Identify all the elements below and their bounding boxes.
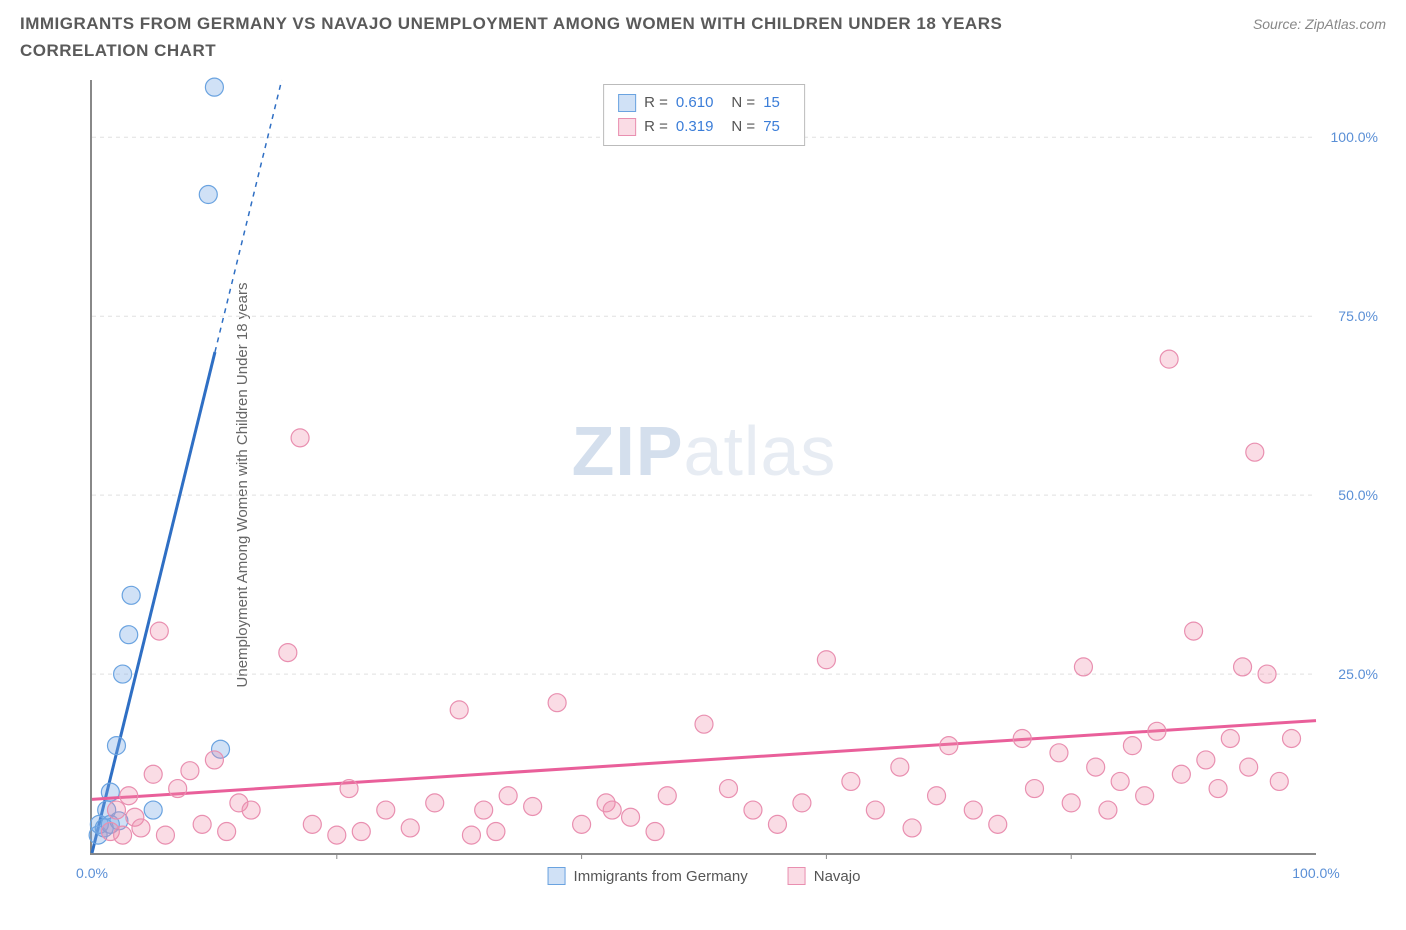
legend-item-navajo: Navajo (788, 867, 861, 885)
stats-row-navajo: R = 0.319 N = 75 (618, 115, 790, 139)
y-tick-label: 25.0% (1338, 666, 1378, 682)
swatch-navajo (618, 118, 636, 136)
legend-item-germany: Immigrants from Germany (548, 867, 748, 885)
plot-area: ZIPatlas R = 0.610 N = 15 R = 0.319 N = … (90, 80, 1316, 855)
series-legend: Immigrants from Germany Navajo (548, 867, 861, 885)
y-tick-label: 75.0% (1338, 308, 1378, 324)
stats-row-germany: R = 0.610 N = 15 (618, 91, 790, 115)
chart-svg (92, 80, 1316, 853)
y-tick-label: 100.0% (1331, 129, 1378, 145)
swatch-germany (618, 94, 636, 112)
y-tick-label: 50.0% (1338, 487, 1378, 503)
swatch-germany-icon (548, 867, 566, 885)
x-tick-label: 100.0% (1292, 865, 1339, 881)
chart-title: IMMIGRANTS FROM GERMANY VS NAVAJO UNEMPL… (20, 10, 1120, 64)
x-tick-label: 0.0% (76, 865, 108, 881)
chart-container: Unemployment Among Women with Children U… (50, 80, 1386, 890)
source-attribution: Source: ZipAtlas.com (1253, 16, 1386, 32)
swatch-navajo-icon (788, 867, 806, 885)
stats-legend: R = 0.610 N = 15 R = 0.319 N = 75 (603, 84, 805, 146)
